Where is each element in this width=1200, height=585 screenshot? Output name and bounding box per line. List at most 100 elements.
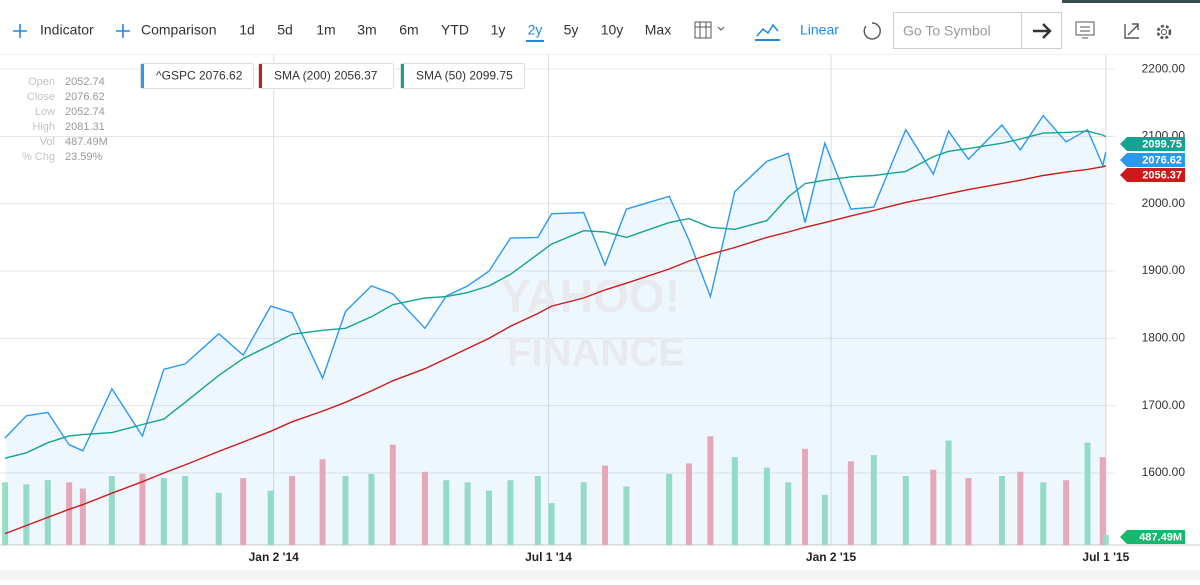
top-strip (1062, 0, 1200, 3)
indicator-button[interactable]: Indicator (13, 22, 94, 38)
range-button[interactable]: 3m (357, 22, 376, 38)
price-badge-label: 2099.75 (1142, 138, 1182, 150)
comparison-button[interactable]: Comparison (116, 22, 216, 38)
caret (717, 26, 725, 31)
volume-bar (870, 455, 877, 545)
volume-bar (902, 476, 909, 545)
info-value: 2052.74 (65, 76, 105, 88)
info-value: 23.59% (65, 151, 103, 163)
range-button[interactable]: 1d (239, 22, 255, 38)
x-tick-label: Jan 2 '14 (249, 550, 300, 564)
legend-swatch (141, 64, 144, 88)
volume-bar (965, 478, 972, 545)
range-button[interactable]: Max (645, 22, 671, 38)
share-icon[interactable] (1124, 23, 1139, 39)
series-line (4, 114, 1107, 452)
gear-hub (1161, 29, 1167, 35)
series-line (4, 130, 1107, 459)
legend-label: SMA (50) 2099.75 (416, 69, 513, 83)
range-button[interactable]: 1y (491, 22, 506, 38)
volume-bar (139, 473, 146, 545)
volume-bar (930, 469, 937, 545)
search-placeholder: Go To Symbol (903, 23, 991, 39)
volume-bar (623, 486, 630, 545)
volume-bar (821, 494, 828, 545)
volume-bar (945, 440, 952, 545)
legend-item[interactable]: ^GSPC 2076.62 (140, 63, 254, 89)
volume-bar (763, 467, 770, 545)
area-fill (5, 115, 1106, 545)
info-value: 2081.31 (65, 121, 105, 133)
gear-icon[interactable] (1156, 24, 1172, 40)
go-arrow[interactable] (1033, 23, 1052, 39)
legend-label: SMA (200) 2056.37 (274, 69, 378, 83)
volume-bar (368, 473, 375, 545)
scale-toggle[interactable]: Linear (800, 22, 839, 38)
legend-item[interactable]: SMA (50) 2099.75 (400, 63, 525, 89)
y-tick-label: 1800.00 (1142, 331, 1186, 345)
volume-bar (1102, 534, 1109, 545)
price-badge (1120, 168, 1185, 182)
volume-bar (319, 459, 326, 545)
footer-strip (0, 570, 1200, 580)
y-tick-label: 1600.00 (1142, 465, 1186, 479)
volume-bar (507, 480, 514, 545)
volume-bar (23, 484, 30, 545)
volume-bar (2, 482, 8, 545)
volume-bar (580, 482, 587, 545)
range-button[interactable]: 5y (564, 22, 579, 38)
range-button[interactable]: 5d (277, 22, 293, 38)
legend-box (400, 63, 525, 89)
settings-icon[interactable] (1075, 21, 1095, 36)
volume-bar (389, 444, 396, 545)
calendar-grid (695, 22, 711, 38)
range-button[interactable]: YTD (441, 22, 469, 38)
info-value: 2052.74 (65, 106, 105, 118)
mountain-button[interactable] (755, 23, 780, 41)
info-label: Open (28, 76, 55, 88)
volume-bar (847, 461, 854, 545)
volume-bar (602, 465, 609, 545)
volume-bar (1084, 442, 1091, 545)
legend-value: 2076.62 (199, 69, 243, 83)
volume-bar (548, 503, 555, 545)
legend-value: 2056.37 (334, 69, 378, 83)
x-tick-label: Jul 1 '15 (1082, 550, 1129, 564)
info-label: High (32, 121, 55, 133)
volume-bar (707, 436, 714, 545)
volume-bar (1099, 457, 1106, 545)
price-badge (1120, 137, 1185, 151)
range-button[interactable]: 2y (528, 22, 543, 38)
volume-bar (1063, 480, 1070, 545)
volume-bar (464, 482, 471, 545)
range-button[interactable]: 6m (399, 22, 418, 38)
legend-box (258, 63, 394, 89)
volume-bar (534, 476, 541, 545)
volume-bar (999, 476, 1006, 545)
reset-icon[interactable] (863, 22, 881, 40)
range-button[interactable]: 10y (601, 22, 624, 38)
legend-value: 2099.75 (469, 69, 513, 83)
overlay: 1600.001700.001800.001900.002000.002100.… (4, 61, 1186, 564)
range-button[interactable]: 1m (316, 22, 335, 38)
volume-bar (267, 490, 274, 545)
y-tick-label: 2200.00 (1142, 61, 1186, 75)
volume-bar (44, 480, 51, 545)
volume-bar (731, 457, 738, 545)
y-tick-label: 2000.00 (1142, 196, 1186, 210)
volume-bar (66, 482, 73, 545)
info-label: Vol (40, 136, 55, 148)
chart-type-button[interactable] (694, 21, 725, 39)
legend-item[interactable]: SMA (200) 2056.37 (258, 63, 394, 89)
legend-name: SMA (50) (416, 69, 466, 83)
volume-bar (666, 473, 673, 545)
volume-bar (160, 478, 167, 545)
volume-badge-label: 487.49M (1139, 531, 1182, 543)
price-badge-label: 2056.37 (1142, 169, 1182, 181)
y-tick-label: 1900.00 (1142, 263, 1186, 277)
volume-bar (108, 476, 115, 545)
price-badge (1120, 153, 1185, 167)
y-tick-label: 1700.00 (1142, 398, 1186, 412)
